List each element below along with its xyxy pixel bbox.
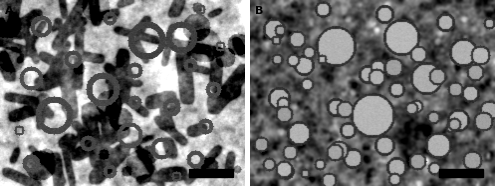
Text: B: B [255,6,264,16]
Bar [188,169,233,177]
Text: A: A [5,6,14,16]
Bar [438,169,482,177]
